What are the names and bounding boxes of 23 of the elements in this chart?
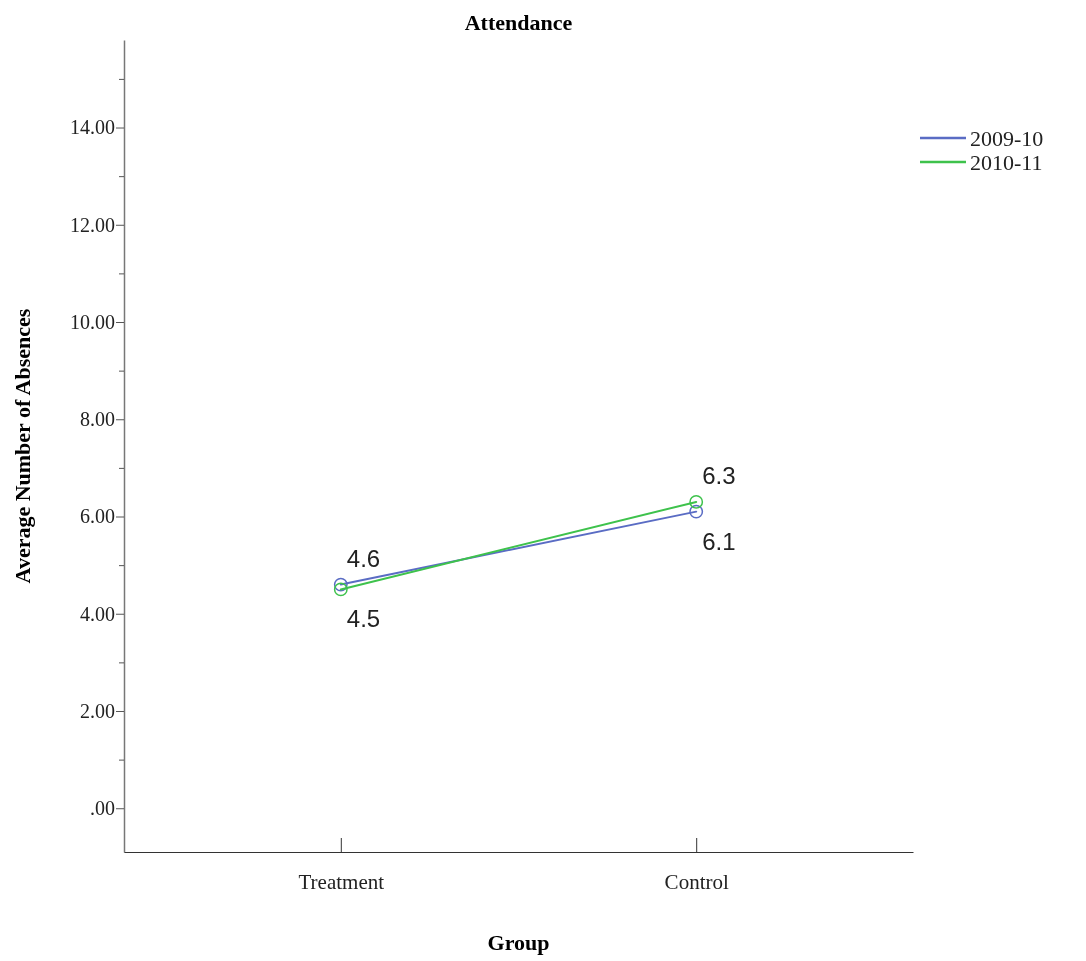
y-tick-label: 8.00 bbox=[80, 408, 115, 431]
data-label: 4.6 bbox=[346, 544, 381, 572]
y-tick-label: 10.00 bbox=[70, 310, 115, 333]
data-label: 6.1 bbox=[702, 527, 736, 555]
y-tick-label: 6.00 bbox=[80, 505, 115, 528]
legend-label: 2009-10 bbox=[970, 126, 1044, 151]
y-tick-label: 4.00 bbox=[80, 602, 115, 625]
y-axis-title: Average Number of Absences bbox=[10, 308, 35, 584]
legend-label: 2010-11 bbox=[970, 150, 1043, 175]
x-tick-label: Treatment bbox=[298, 869, 385, 894]
data-label: 4.5 bbox=[346, 605, 381, 633]
point bbox=[333, 582, 348, 597]
point bbox=[689, 504, 704, 519]
point bbox=[689, 495, 704, 509]
chart-title: Attendance bbox=[464, 10, 573, 35]
x-tick-label: Control bbox=[664, 869, 729, 894]
data-label: 6.3 bbox=[702, 461, 736, 489]
y-tick-label: .00 bbox=[90, 797, 115, 820]
y-tick-label: 14.00 bbox=[70, 116, 115, 139]
y-tick-label: 2.00 bbox=[80, 699, 115, 722]
x-axis-title: Group bbox=[487, 930, 550, 955]
point bbox=[333, 577, 348, 592]
y-tick-label: 12.00 bbox=[70, 213, 115, 236]
